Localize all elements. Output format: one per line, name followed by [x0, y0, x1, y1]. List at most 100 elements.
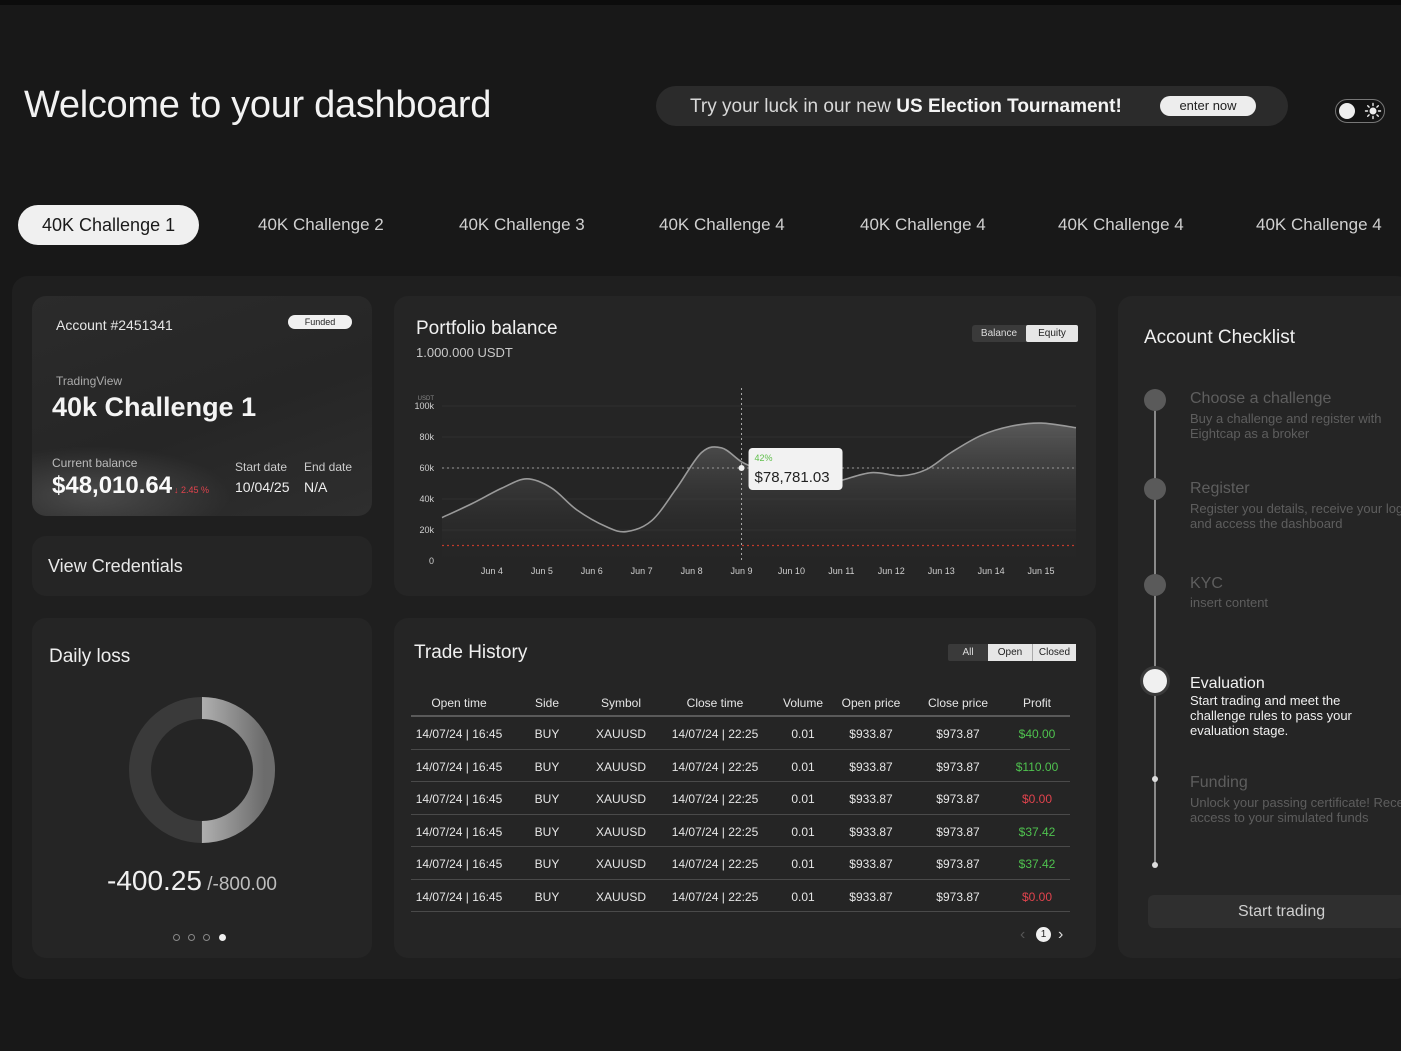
- promo-banner[interactable]: Try your luck in our new US Election Tou…: [656, 86, 1288, 126]
- x-tick-label: Jun 6: [581, 566, 603, 576]
- filter-closed[interactable]: Closed: [1032, 644, 1076, 661]
- cell-symbol: XAUUSD: [595, 857, 647, 871]
- table-row[interactable]: 14/07/24 | 16:45 BUY XAUUSD 14/07/24 | 22:2…: [411, 847, 1070, 880]
- portfolio-card: Portfolio balance 1.000.000 USDT Balance…: [394, 296, 1096, 596]
- account-name: 40k Challenge 1: [52, 392, 257, 422]
- next-page-icon[interactable]: ›: [1058, 926, 1064, 943]
- cell-profit: $0.00: [1021, 889, 1053, 904]
- trade-history-card: Trade History All Open Closed Open time …: [394, 618, 1096, 958]
- carousel-dot-2[interactable]: [188, 934, 195, 941]
- filter-all[interactable]: All: [948, 644, 988, 661]
- step-node-1: [1144, 389, 1166, 411]
- daily-loss-amount: -400.25: [107, 865, 202, 896]
- step-title-evaluation: Evaluation: [1190, 675, 1265, 692]
- equity-option[interactable]: Equity: [1026, 325, 1078, 342]
- chart-area: [442, 423, 1076, 561]
- promo-text-bold: US Election Tournament!: [896, 96, 1122, 117]
- tab-challenge-3[interactable]: 40K Challenge 3: [459, 215, 585, 234]
- theme-toggle[interactable]: [1335, 99, 1385, 123]
- start-trading-button[interactable]: Start trading: [1148, 895, 1401, 928]
- col-close-price: Close price: [927, 696, 989, 710]
- daily-loss-max: /-800.00: [201, 874, 277, 895]
- tab-challenge-4[interactable]: 40K Challenge 4: [659, 215, 785, 234]
- end-date-value: N/A: [304, 479, 328, 495]
- tooltip-value: $78,781.03: [755, 469, 830, 486]
- tab-challenge-1[interactable]: 40K Challenge 1: [18, 205, 200, 245]
- x-tick-label: Jun 9: [731, 566, 753, 576]
- tab-challenge-5[interactable]: 40K Challenge 4: [860, 215, 986, 234]
- page-number[interactable]: 1: [1036, 927, 1051, 942]
- col-open-time: Open time: [431, 696, 487, 710]
- balance-option[interactable]: Balance: [980, 328, 1018, 339]
- cell-close-price: $973.87: [936, 792, 980, 806]
- cell-open-time: 14/07/24 | 16:45: [415, 824, 503, 839]
- cell-side: BUY: [534, 727, 560, 741]
- carousel-dot-1[interactable]: [173, 934, 180, 941]
- y-tick-label: 80k: [419, 432, 434, 442]
- cell-open-price: $933.87: [849, 889, 893, 904]
- cell-open-price: $933.87: [849, 727, 893, 741]
- start-date-value: 10/04/25: [235, 479, 290, 495]
- step-desc-evaluation: Start trading and meet the challenge rul…: [1190, 693, 1352, 738]
- balance-change: ↓ 2.45 %: [174, 485, 210, 495]
- y-tick-label: 60k: [419, 463, 434, 473]
- x-tick-label: Jun 13: [928, 566, 955, 576]
- cell-volume: 0.01: [791, 727, 815, 741]
- cell-side: BUY: [534, 857, 560, 871]
- table-row[interactable]: 14/07/24 | 16:45 BUY XAUUSD 14/07/24 | 22:2…: [411, 717, 1070, 750]
- x-tick-label: Jun 11: [828, 566, 854, 576]
- step-title-choose-challenge: Choose a challenge: [1190, 390, 1332, 407]
- prev-page-icon[interactable]: ‹: [1020, 926, 1026, 943]
- step-desc-choose-challenge: Buy a challenge and register with Eightc…: [1190, 411, 1382, 441]
- cell-close-price: $973.87: [936, 889, 980, 904]
- table-row[interactable]: 14/07/24 | 16:45 BUY XAUUSD 14/07/24 | 22:2…: [411, 815, 1070, 847]
- tab-challenge-7[interactable]: 40K Challenge 4: [1256, 215, 1382, 234]
- table-row[interactable]: 14/07/24 | 16:45 BUY XAUUSD 14/07/24 | 22:2…: [411, 750, 1070, 782]
- balance-label: Current balance: [52, 456, 138, 470]
- step-node-3: [1144, 574, 1166, 596]
- donut-progress: [129, 697, 275, 843]
- step-desc-funding: Unlock your passing certificate! Receive…: [1190, 795, 1401, 825]
- col-volume: Volume: [782, 696, 824, 710]
- col-profit: Profit: [1022, 696, 1052, 710]
- checklist-timeline: [1154, 404, 1156, 864]
- cell-open-time: 14/07/24 | 16:45: [415, 759, 503, 774]
- tooltip-box: [748, 448, 843, 490]
- filter-open[interactable]: Open: [988, 644, 1032, 661]
- start-date-label: Start date: [235, 460, 288, 474]
- top-border: [0, 0, 1401, 5]
- cell-symbol: XAUUSD: [595, 792, 647, 806]
- view-credentials-button[interactable]: View Credentials: [32, 536, 372, 596]
- col-side: Side: [534, 696, 560, 710]
- step-title-funding: Funding: [1190, 774, 1248, 791]
- table-row[interactable]: 14/07/24 | 16:45 BUY XAUUSD 14/07/24 | 22:2…: [411, 880, 1070, 912]
- cell-close-price: $973.87: [936, 824, 980, 839]
- cell-symbol: XAUUSD: [595, 759, 647, 774]
- col-symbol: Symbol: [600, 696, 642, 710]
- account-number: Account #2451341: [56, 317, 173, 333]
- challenge-tabs: 40K Challenge 1 40K Challenge 2 40K Chal…: [0, 205, 1401, 247]
- carousel-dot-3[interactable]: [203, 934, 210, 941]
- y-tick-label: 40k: [419, 494, 434, 504]
- table-row[interactable]: 14/07/24 | 16:45 BUY XAUUSD 14/07/24 | 22:2…: [411, 782, 1070, 815]
- carousel-dot-4[interactable]: [219, 934, 226, 941]
- step-desc-register: Register you details, receive your login…: [1190, 501, 1401, 531]
- tab-challenge-6[interactable]: 40K Challenge 4: [1058, 215, 1184, 234]
- balance-glow: [32, 446, 232, 516]
- enter-now-button[interactable]: enter now: [1160, 96, 1256, 116]
- cell-open-time: 14/07/24 | 16:45: [415, 727, 503, 741]
- cell-side: BUY: [534, 824, 560, 839]
- cell-close-time: 14/07/24 | 22:25: [671, 727, 759, 741]
- toggle-knob: [1339, 103, 1355, 119]
- cell-volume: 0.01: [791, 889, 815, 904]
- cell-side: BUY: [534, 889, 560, 904]
- cell-open-price: $933.87: [849, 792, 893, 806]
- x-tick-label: Jun 8: [681, 566, 703, 576]
- tab-challenge-2[interactable]: 40K Challenge 2: [258, 215, 384, 234]
- carousel-dots: [173, 932, 233, 944]
- cell-open-price: $933.87: [849, 759, 893, 774]
- cell-volume: 0.01: [791, 824, 815, 839]
- y-tick-label: 20k: [419, 525, 434, 535]
- cell-close-time: 14/07/24 | 22:25: [671, 759, 759, 774]
